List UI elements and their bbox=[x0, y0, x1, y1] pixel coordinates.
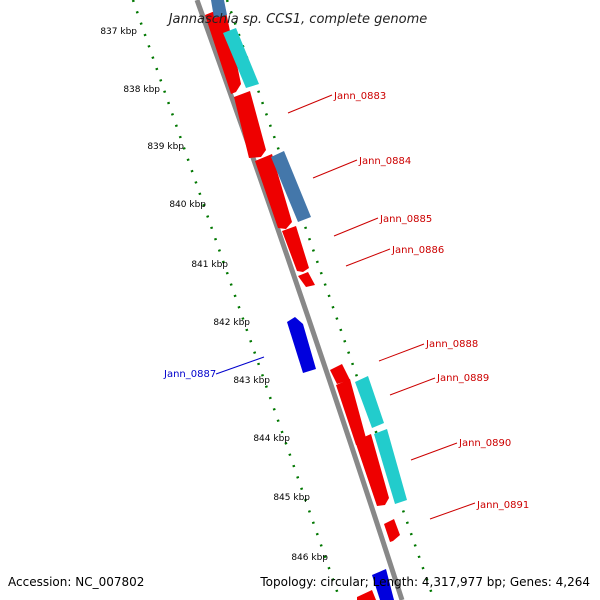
kbp-label: 841 kbp bbox=[191, 260, 228, 270]
cds-jann-0891[interactable] bbox=[384, 519, 400, 542]
cds-jann-0888[interactable] bbox=[330, 364, 350, 384]
gene-label-jann-0889[interactable]: Jann_0889 bbox=[436, 373, 489, 384]
gene-label-jann-0891[interactable]: Jann_0891 bbox=[476, 500, 529, 511]
kbp-label: 845 kbp bbox=[273, 493, 310, 503]
cds-steel-top[interactable] bbox=[211, 0, 227, 18]
kbp-label: 843 kbp bbox=[233, 376, 270, 386]
gene-label-jann-0885[interactable]: Jann_0885 bbox=[379, 214, 432, 225]
kbp-label: 839 kbp bbox=[147, 142, 184, 152]
cds-jann-0889[interactable] bbox=[336, 379, 366, 445]
gene-label-jann-0888[interactable]: Jann_0888 bbox=[425, 339, 478, 350]
tick-guide-inner bbox=[131, 0, 342, 600]
cds-bottom-blue[interactable] bbox=[372, 569, 394, 600]
cds-small-0886b[interactable] bbox=[298, 272, 315, 287]
leader-line bbox=[429, 502, 476, 520]
gene-label-jann-0886[interactable]: Jann_0886 bbox=[391, 245, 444, 256]
kbp-label: 846 kbp bbox=[291, 553, 328, 563]
leader-line bbox=[389, 377, 436, 396]
gene-label-jann-0884[interactable]: Jann_0884 bbox=[358, 156, 411, 167]
kbp-labels: 837 kbp 838 kbp 839 kbp 840 kbp 841 kbp … bbox=[100, 27, 328, 563]
cds-cyan-0889[interactable] bbox=[355, 376, 384, 428]
cds-jann-0883[interactable] bbox=[205, 7, 241, 94]
cds-jann-0886[interactable] bbox=[282, 226, 309, 272]
kbp-label: 837 kbp bbox=[100, 27, 137, 37]
cds-steel-0884[interactable] bbox=[271, 151, 311, 222]
gene-labels: Jann_0883 Jann_0884 Jann_0885 Jann_0886 … bbox=[163, 91, 529, 520]
gene-label-jann-0887[interactable]: Jann_0887 bbox=[163, 369, 216, 380]
topology-text: Topology: circular; Length: 4,317,977 bp… bbox=[259, 575, 590, 589]
leader-line bbox=[287, 94, 333, 114]
leader-line bbox=[312, 159, 358, 179]
cds-cyan-top[interactable] bbox=[223, 28, 259, 88]
cds-cyan-0890[interactable] bbox=[374, 429, 407, 504]
cds-jann-0890[interactable] bbox=[355, 434, 389, 506]
leader-line bbox=[410, 442, 458, 461]
kbp-label: 842 kbp bbox=[213, 318, 250, 328]
gene-label-jann-0890[interactable]: Jann_0890 bbox=[458, 438, 511, 449]
tick-guide-outer bbox=[225, 0, 436, 600]
leader-line bbox=[333, 217, 379, 237]
cds-features bbox=[205, 7, 400, 600]
kbp-label: 844 kbp bbox=[253, 434, 290, 444]
genome-backbone bbox=[194, 0, 405, 600]
cds-features-alt bbox=[211, 0, 407, 504]
leader-line bbox=[345, 248, 391, 267]
map-title: Jannaschia sp. CCS1, complete genome bbox=[166, 12, 428, 27]
gene-label-jann-0883[interactable]: Jann_0883 bbox=[333, 91, 386, 102]
leader-line bbox=[378, 343, 425, 362]
cds-jann-0885[interactable] bbox=[255, 154, 292, 229]
cds-bottom-red[interactable] bbox=[357, 590, 376, 600]
leader-line bbox=[215, 356, 265, 375]
kbp-label: 840 kbp bbox=[169, 200, 206, 210]
cds-jann-0884[interactable] bbox=[234, 91, 266, 158]
cds-jann-0887[interactable] bbox=[287, 317, 316, 373]
kbp-label: 838 kbp bbox=[123, 85, 160, 95]
accession-text: Accession: NC_007802 bbox=[8, 575, 144, 589]
